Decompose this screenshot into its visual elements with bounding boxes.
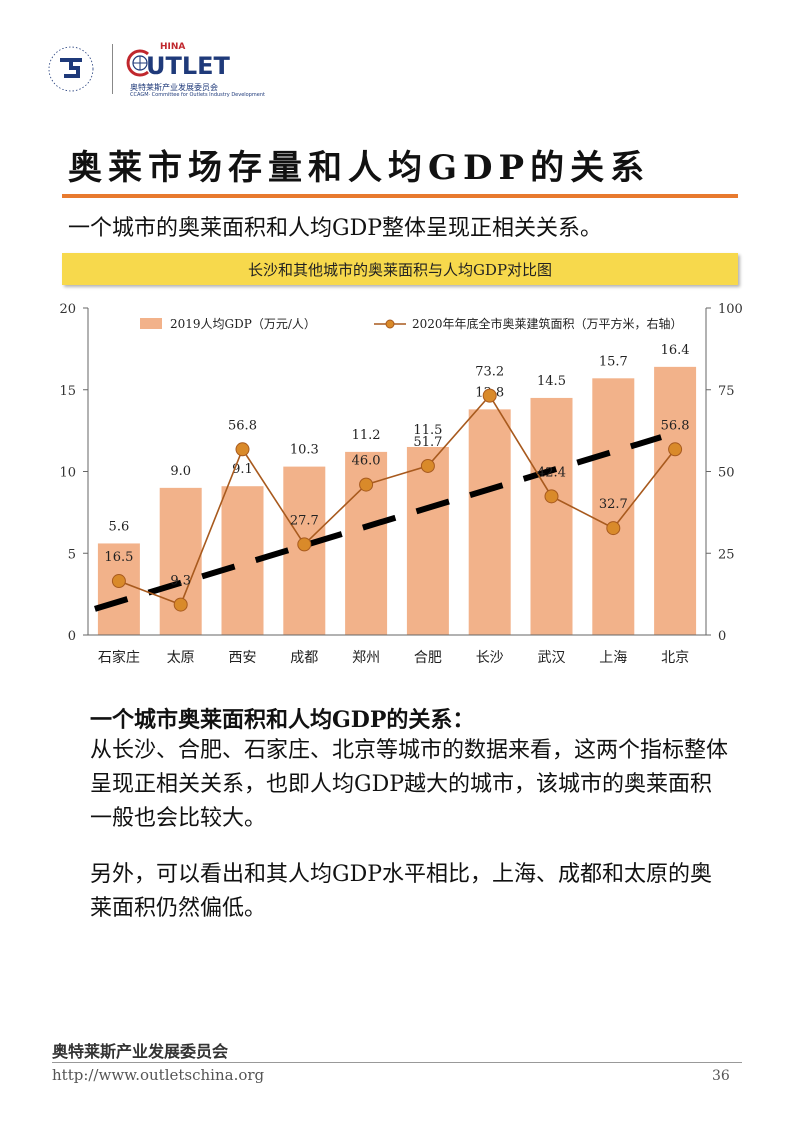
outlet-area-point — [297, 537, 312, 552]
gdp-value-label: 11.5 — [413, 423, 442, 438]
paragraph-correlation: 从长沙、合肥、石家庄、北京等城市的数据来看，这两个指标整体呈现正相关关系，也即人… — [90, 738, 729, 831]
category-label: 长沙 — [476, 650, 504, 666]
outlet-area-value-label: 9.3 — [170, 574, 191, 589]
left-axis-tick-label: 5 — [68, 547, 76, 562]
gdp-value-label: 15.7 — [599, 354, 628, 369]
gdp-value-label: 9.0 — [170, 464, 191, 479]
outlet-area-point — [482, 388, 497, 403]
outlet-chinese-name: 奥特莱斯产业发展委员会 — [130, 83, 218, 92]
association-seal-logo — [48, 46, 94, 92]
page-title: 奥莱市场存量和人均GDP的关系 — [68, 148, 651, 188]
outlet-area-value-label: 32.7 — [599, 497, 628, 512]
gdp-bar — [592, 378, 635, 635]
gdp-bar — [406, 446, 449, 635]
category-label: 北京 — [661, 650, 689, 666]
outlet-area-value-label: 51.7 — [413, 435, 442, 450]
category-label: 上海 — [599, 650, 627, 666]
left-axis-tick-label: 0 — [68, 629, 76, 644]
category-label: 太原 — [167, 650, 195, 666]
gdp-outlet-chart: 5.69.09.110.311.211.513.814.515.716.4051… — [59, 302, 743, 666]
outlet-hina-text: HINA — [160, 42, 186, 52]
left-axis-tick-label: 10 — [59, 466, 76, 481]
gdp-value-label: 16.4 — [661, 343, 690, 358]
outlet-area-point — [111, 574, 126, 589]
header-logos: HINA UTLET 奥特莱斯产业发展委员会 CCAGM· Committee … — [40, 38, 280, 100]
gdp-value-label: 14.5 — [537, 374, 566, 389]
section-heading: 一个城市奥莱面积和人均GDP的关系： — [90, 707, 475, 733]
gdp-bar — [468, 409, 511, 635]
gdp-bar — [530, 397, 573, 635]
category-label: 合肥 — [414, 650, 442, 666]
right-axis-tick-label: 50 — [718, 466, 735, 481]
outlet-area-value-label: 27.7 — [290, 513, 319, 528]
outlet-area-value-label: 56.8 — [661, 418, 690, 433]
footer-divider — [52, 1062, 742, 1063]
outlet-area-value-label: 73.2 — [475, 365, 504, 380]
outlet-area-value-label: 16.5 — [104, 550, 133, 565]
outlet-area-value-label: 46.0 — [352, 454, 381, 469]
legend-line-label: 2020年年底全市奥莱建筑面积（万平方米，右轴） — [412, 316, 683, 331]
outlet-wordmark: UTLET — [146, 52, 230, 80]
footer-url-link[interactable]: http://www.outletschina.org — [52, 1066, 265, 1084]
globe-icon — [126, 49, 149, 77]
title-rule — [62, 194, 738, 198]
outlet-area-point — [606, 521, 621, 536]
outlet-area-point — [544, 489, 559, 504]
legend-line-marker — [385, 319, 395, 329]
logo-divider — [112, 44, 113, 94]
outlet-area-point — [668, 442, 683, 457]
outlet-area-point — [420, 458, 435, 473]
outlet-area-value-label: 42.4 — [537, 465, 566, 480]
gdp-value-label: 9.1 — [232, 462, 253, 477]
page-number: 36 — [712, 1068, 730, 1084]
left-axis-tick-label: 20 — [59, 302, 76, 317]
right-axis-tick-label: 75 — [718, 384, 735, 399]
outlet-area-value-label: 56.8 — [228, 418, 257, 433]
outlet-logo: HINA UTLET 奥特莱斯产业发展委员会 CCAGM· Committee … — [124, 42, 274, 98]
footer-organization: 奥特莱斯产业发展委员会 — [52, 1042, 229, 1061]
category-label: 郑州 — [352, 650, 380, 666]
gdp-value-label: 11.2 — [352, 428, 381, 443]
chart-title-banner: 长沙和其他城市的奥莱面积与人均GDP对比图 — [62, 253, 738, 285]
outlet-area-point — [359, 477, 374, 492]
category-label: 成都 — [290, 650, 318, 666]
legend-bar-label: 2019人均GDP（万元/人） — [170, 317, 316, 331]
outlet-area-point — [235, 442, 250, 457]
gdp-value-label: 5.6 — [109, 519, 130, 534]
right-axis-tick-label: 0 — [718, 629, 726, 644]
gdp-bar — [654, 366, 697, 635]
gdp-bar — [159, 487, 202, 635]
trend-dashed-line — [94, 434, 662, 612]
paragraph-low-cities: 另外，可以看出和其人均GDP水平相比，上海、成都和太原的奥莱面积仍然偏低。 — [90, 862, 713, 921]
gdp-value-label: 10.3 — [290, 443, 319, 458]
gdp-bar — [97, 543, 140, 635]
right-axis-tick-label: 100 — [718, 302, 743, 317]
category-label: 石家庄 — [98, 649, 140, 666]
outlet-area-point — [173, 597, 188, 612]
legend-bar-swatch — [140, 318, 162, 329]
category-label: 武汉 — [538, 650, 566, 666]
right-axis-tick-label: 25 — [718, 547, 735, 562]
outlet-area-line — [118, 394, 676, 606]
subtitle: 一个城市的奥莱面积和人均GDP整体呈现正相关关系。 — [68, 216, 603, 241]
left-axis-tick-label: 15 — [59, 384, 76, 399]
outlet-english-name: CCAGM· Committee for Outlets Industry De… — [130, 92, 265, 98]
category-label: 西安 — [229, 650, 257, 666]
